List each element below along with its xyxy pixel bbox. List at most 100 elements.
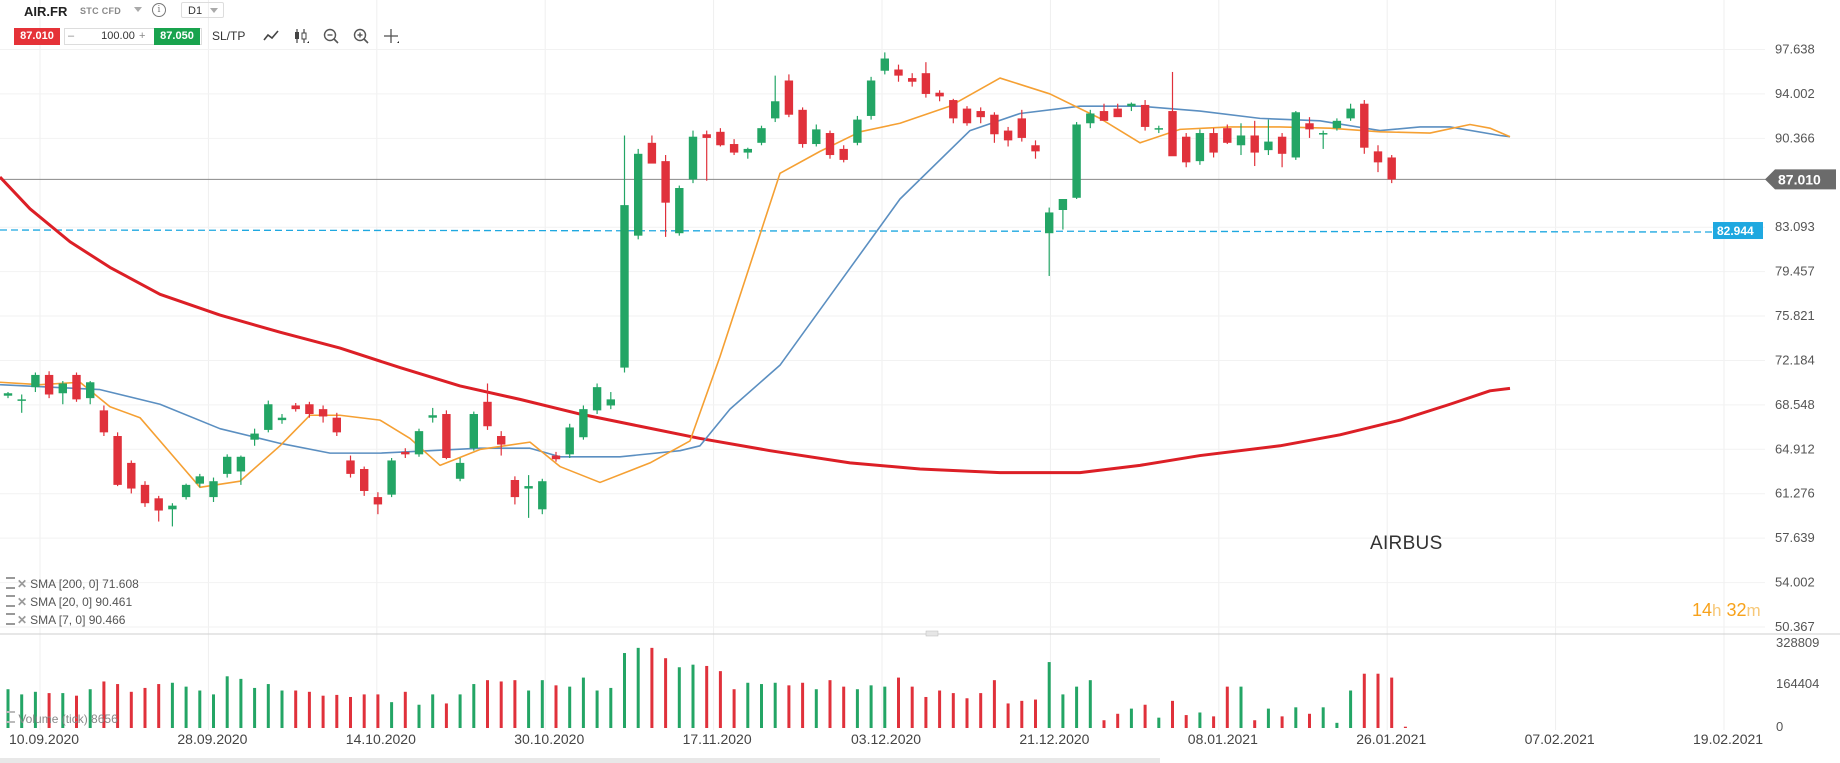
volume-bar: [883, 686, 887, 728]
volume-bar: [1088, 680, 1092, 728]
candle-body: [346, 460, 355, 474]
candle-body: [140, 484, 150, 504]
volume-bar: [1047, 662, 1051, 728]
candle-body: [825, 133, 835, 156]
volume-bar: [581, 677, 585, 728]
info-icon[interactable]: i: [152, 3, 166, 17]
close-icon[interactable]: ✕: [17, 613, 28, 627]
volume-bar: [6, 689, 10, 728]
volume-bar: [294, 690, 298, 728]
chevron-down-icon: [210, 8, 218, 13]
sell-button[interactable]: 87.010: [14, 28, 60, 45]
volume-bar: [855, 689, 859, 728]
volume-bar: [1294, 707, 1298, 728]
candle-body: [86, 382, 95, 399]
list-icon[interactable]: [6, 577, 15, 589]
volume-bar: [1390, 677, 1394, 728]
volume-bar: [801, 682, 805, 728]
volume-bar: [170, 682, 174, 728]
volume-bar: [979, 693, 983, 728]
y-tick-label: 83.093: [1775, 219, 1815, 234]
volume-bar: [376, 694, 380, 728]
chevron-down-icon[interactable]: [134, 7, 142, 12]
y-tick-label: 75.821: [1775, 308, 1815, 323]
zoom-out-icon[interactable]: [322, 27, 340, 45]
candle-body: [1086, 113, 1095, 124]
y-tick-label: 94.002: [1775, 86, 1815, 101]
timeframe-select[interactable]: D1: [181, 2, 224, 18]
candle-body: [1154, 128, 1163, 130]
candle-body: [1387, 157, 1396, 180]
candlestick-icon[interactable]: [292, 27, 310, 45]
list-icon[interactable]: [6, 711, 15, 723]
candle-body: [675, 188, 684, 234]
candle-body: [935, 92, 944, 97]
pane-resize-handle: [925, 630, 939, 637]
candle-body: [264, 404, 273, 430]
candle-body: [634, 153, 643, 236]
list-icon[interactable]: [6, 613, 15, 625]
candle-body: [949, 100, 958, 119]
candle-body: [483, 401, 492, 427]
candle-body: [99, 410, 109, 433]
candle-body: [880, 58, 889, 71]
candle-body: [428, 415, 437, 418]
volume-bar: [691, 664, 695, 728]
candle-body: [1305, 123, 1314, 130]
list-icon[interactable]: [6, 595, 15, 607]
volume-bar: [568, 686, 572, 728]
volume-bar: [61, 693, 65, 728]
close-icon[interactable]: ✕: [17, 595, 28, 609]
candle-body: [318, 409, 328, 417]
volume-bar: [47, 693, 51, 728]
candle-body: [592, 387, 602, 411]
volume-bar: [335, 694, 339, 728]
candle-body: [798, 109, 807, 145]
candle-body: [250, 433, 259, 440]
volume-bar: [1184, 715, 1188, 728]
candle-body: [784, 80, 794, 115]
volume-bar: [1143, 704, 1147, 728]
volume-bar: [212, 694, 215, 728]
increase-quantity-button[interactable]: +: [139, 30, 146, 42]
volume-bar: [595, 690, 599, 728]
volume-bar: [828, 680, 832, 728]
candle-countdown: 14h 32m: [1692, 600, 1761, 620]
volume-bar: [1020, 700, 1024, 728]
sma200-legend[interactable]: ✕ SMA [200, 0] 71.608: [6, 576, 139, 591]
sma7-legend[interactable]: ✕ SMA [7, 0] 90.466: [6, 612, 125, 627]
x-tick-label: 10.09.2020: [9, 731, 79, 747]
volume-bar: [129, 691, 133, 728]
candle-body: [1058, 199, 1068, 211]
volume-bar: [1034, 699, 1037, 728]
zoom-in-icon[interactable]: [352, 27, 370, 45]
close-icon[interactable]: ✕: [17, 577, 28, 591]
crosshair-icon[interactable]: [382, 27, 400, 45]
decrease-quantity-button[interactable]: –: [68, 30, 75, 42]
volume-bar: [513, 680, 517, 728]
candle-body: [1346, 108, 1355, 119]
buy-button[interactable]: 87.050: [154, 28, 200, 45]
sltp-button[interactable]: SL/TP: [212, 29, 246, 43]
line-chart-icon[interactable]: [262, 27, 280, 45]
symbol-label[interactable]: AIR.FR: [24, 4, 68, 19]
quantity-stepper[interactable]: – 100.00 +: [64, 28, 202, 45]
quantity-input[interactable]: 100.00: [101, 30, 135, 42]
volume-bar: [116, 684, 120, 728]
y-tick-label: 90.366: [1775, 130, 1815, 145]
candle-body: [647, 142, 657, 164]
volume-bar: [1362, 673, 1366, 728]
candle-body: [990, 114, 999, 135]
volume-bar: [1157, 717, 1161, 728]
volume-bar: [417, 704, 421, 728]
volume-bar: [266, 684, 270, 728]
volume-bar: [143, 687, 147, 728]
y-tick-label: 57.639: [1775, 530, 1815, 545]
candle-body: [181, 484, 191, 498]
candle-body: [1072, 124, 1081, 198]
volume-tick-label: 164404: [1776, 676, 1819, 691]
volume-bar: [1335, 722, 1339, 728]
volume-bar: [677, 667, 681, 728]
sma20-legend[interactable]: ✕ SMA [20, 0] 90.461: [6, 594, 132, 609]
